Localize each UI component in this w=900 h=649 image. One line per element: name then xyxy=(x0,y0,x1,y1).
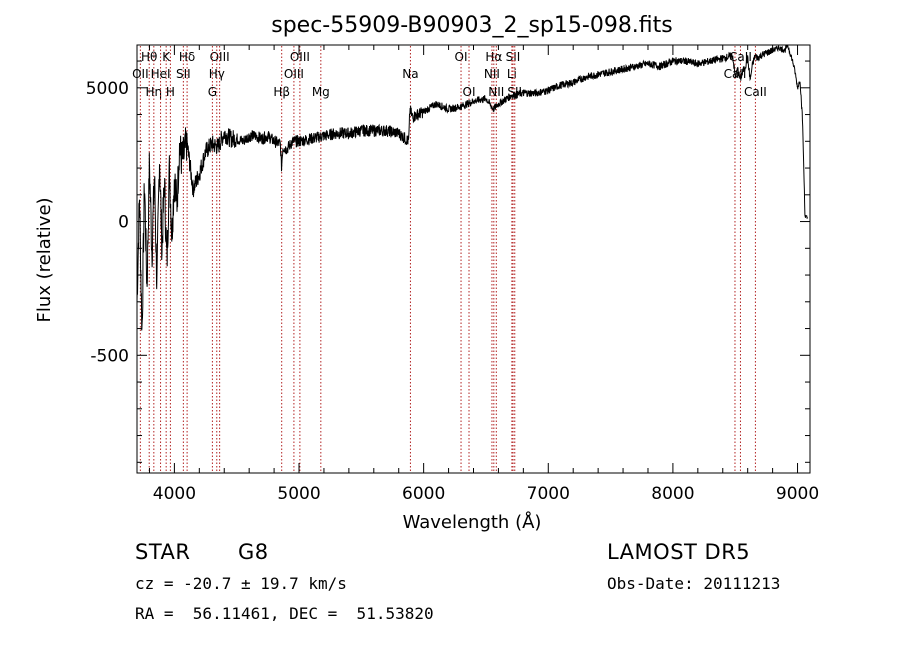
y-tick-label: 0 xyxy=(118,213,129,233)
redshift-velocity: cz = -20.7 ± 19.7 km/s xyxy=(135,574,347,593)
line-marker-label: Hα xyxy=(485,50,502,64)
line-marker-label: G xyxy=(208,85,217,99)
line-marker-label: Li xyxy=(507,67,517,81)
x-tick-label: 8000 xyxy=(651,484,694,504)
x-tick-label: 5000 xyxy=(277,484,320,504)
y-axis-label: Flux (relative) xyxy=(34,197,55,322)
observation-date: Obs-Date: 20111213 xyxy=(607,574,781,593)
line-marker-label: Hβ xyxy=(273,85,290,99)
line-marker-label: OIII xyxy=(290,50,310,64)
x-tick-label: 7000 xyxy=(527,484,570,504)
axis-ticks: 4000 5000 6000 7000 8000 9000 -500 0 5000 xyxy=(86,45,819,504)
y-tick-label: 5000 xyxy=(86,79,129,99)
emission-line-markers: Hθ OII Hη K HeI H Hδ SII OIII Hγ G Hβ OIII OIII Mg Na OI… xyxy=(132,46,767,472)
line-marker-label: NII xyxy=(484,67,500,81)
line-marker-label: NII xyxy=(488,85,504,99)
line-marker-label: K xyxy=(162,50,171,64)
line-marker-label: SII xyxy=(506,50,521,64)
line-marker-label: Na xyxy=(402,67,418,81)
line-marker-label: CaII xyxy=(744,85,767,99)
line-marker-label: OI xyxy=(463,85,476,99)
line-marker-label: Hθ xyxy=(141,50,157,64)
line-marker-label: OIII xyxy=(284,67,304,81)
y-tick-label: -500 xyxy=(90,346,129,366)
x-tick-label: 4000 xyxy=(153,484,196,504)
plot-frame xyxy=(136,44,811,474)
line-marker-label: Hγ xyxy=(209,67,225,81)
chart-title: spec-55909-B90903_2_sp15-098.fits xyxy=(271,13,673,38)
line-marker-label: OII xyxy=(132,67,149,81)
line-marker-label: HeI xyxy=(151,67,171,81)
line-marker-label: SII xyxy=(176,67,191,81)
x-tick-label: 6000 xyxy=(402,484,445,504)
line-marker-label: Hη xyxy=(146,85,163,99)
object-class: STAR xyxy=(135,540,191,564)
line-marker-label: Hδ xyxy=(179,50,195,64)
coordinates: RA = 56.11461, DEC = 51.53820 xyxy=(135,604,434,623)
line-marker-label: Mg xyxy=(312,85,330,99)
x-tick-label: 9000 xyxy=(776,484,819,504)
survey-name: LAMOST DR5 xyxy=(607,540,751,564)
line-marker-label: H xyxy=(166,85,175,99)
object-subclass: G8 xyxy=(238,540,269,564)
line-marker-label: OI xyxy=(455,50,468,64)
x-axis-label: Wavelength (Å) xyxy=(403,511,542,533)
line-marker-label: OIII xyxy=(210,50,230,64)
spectrum-line xyxy=(136,44,808,331)
